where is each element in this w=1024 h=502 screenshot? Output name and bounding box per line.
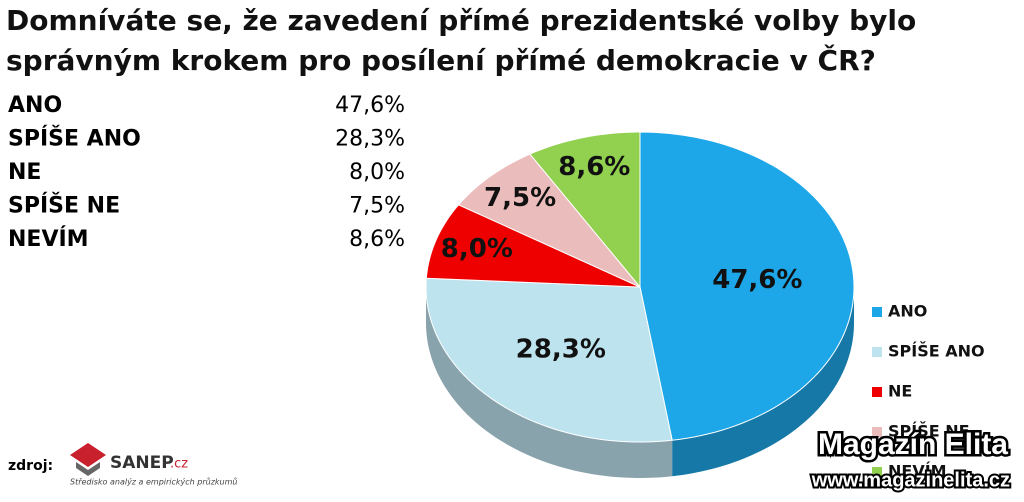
legend-swatch <box>872 307 882 317</box>
data-label: 8,6% <box>558 152 630 182</box>
legend-swatch <box>872 387 882 397</box>
logo-suffix: .cz <box>170 457 188 472</box>
slice <box>639 131 855 441</box>
source-label: zdroj: <box>8 458 53 474</box>
slice <box>457 153 641 288</box>
watermark-url: www.magazinelita.cz <box>811 469 1010 491</box>
slice-side <box>672 287 854 477</box>
slice <box>425 277 673 443</box>
logo-icon <box>76 462 100 476</box>
chart-title: Domníváte se, že zavedení přímé preziden… <box>6 4 916 37</box>
row-label: ANO <box>8 93 62 118</box>
chart-title: správným krokem pro posílení přímé demok… <box>6 43 876 77</box>
pie: 47,6% 28,3% 8,0% 7,5%8,6% <box>425 131 855 478</box>
slice <box>425 204 641 288</box>
slice-side <box>426 287 673 478</box>
watermark: Magazín Elita www.magazinelita.cz <box>809 425 1012 493</box>
logo-icon <box>70 443 106 467</box>
logo-subtitle: Středisko analýz a empirických průzkumů <box>70 477 238 487</box>
legend-swatch <box>872 467 882 477</box>
row-label: NE <box>8 160 41 185</box>
data-label: 7,5% <box>484 183 556 213</box>
watermark-name: Magazín Elita <box>818 428 1008 461</box>
legend-label: SPÍŠE ANO <box>888 342 985 361</box>
slice <box>529 131 641 289</box>
row-value: 28,3% <box>335 127 405 152</box>
row-value: 7,5% <box>349 194 405 219</box>
legend: ANO SPÍŠE ANO NE SPÍŠE NE NEVÍM <box>872 302 985 481</box>
row-label: SPÍŠE NE <box>8 193 120 219</box>
logo-text: SANEP <box>110 453 174 473</box>
row-label: NEVÍM <box>8 226 89 252</box>
legend-swatch <box>872 347 882 357</box>
row-value: 47,6% <box>335 93 405 118</box>
data-label: 8,0% <box>441 234 513 264</box>
value-table: ANO 47,6% SPÍŠE ANO 28,3% NE 8,0% SPÍŠE NE 7,5%… <box>8 93 405 252</box>
legend-label: NE <box>888 382 912 401</box>
legend-swatch <box>872 427 882 437</box>
legend-label: NEVÍM <box>888 462 947 481</box>
row-label: SPÍŠE ANO <box>8 126 141 152</box>
legend-label: SPÍŠE NE <box>888 422 970 441</box>
row-value: 8,0% <box>349 160 405 185</box>
legend-label: ANO <box>888 302 927 321</box>
logo: SANEP .cz Středisko analýz a empirických… <box>70 443 238 487</box>
data-label: 28,3% <box>516 335 606 365</box>
row-value: 8,6% <box>349 227 405 252</box>
data-label: 47,6% <box>712 265 802 295</box>
